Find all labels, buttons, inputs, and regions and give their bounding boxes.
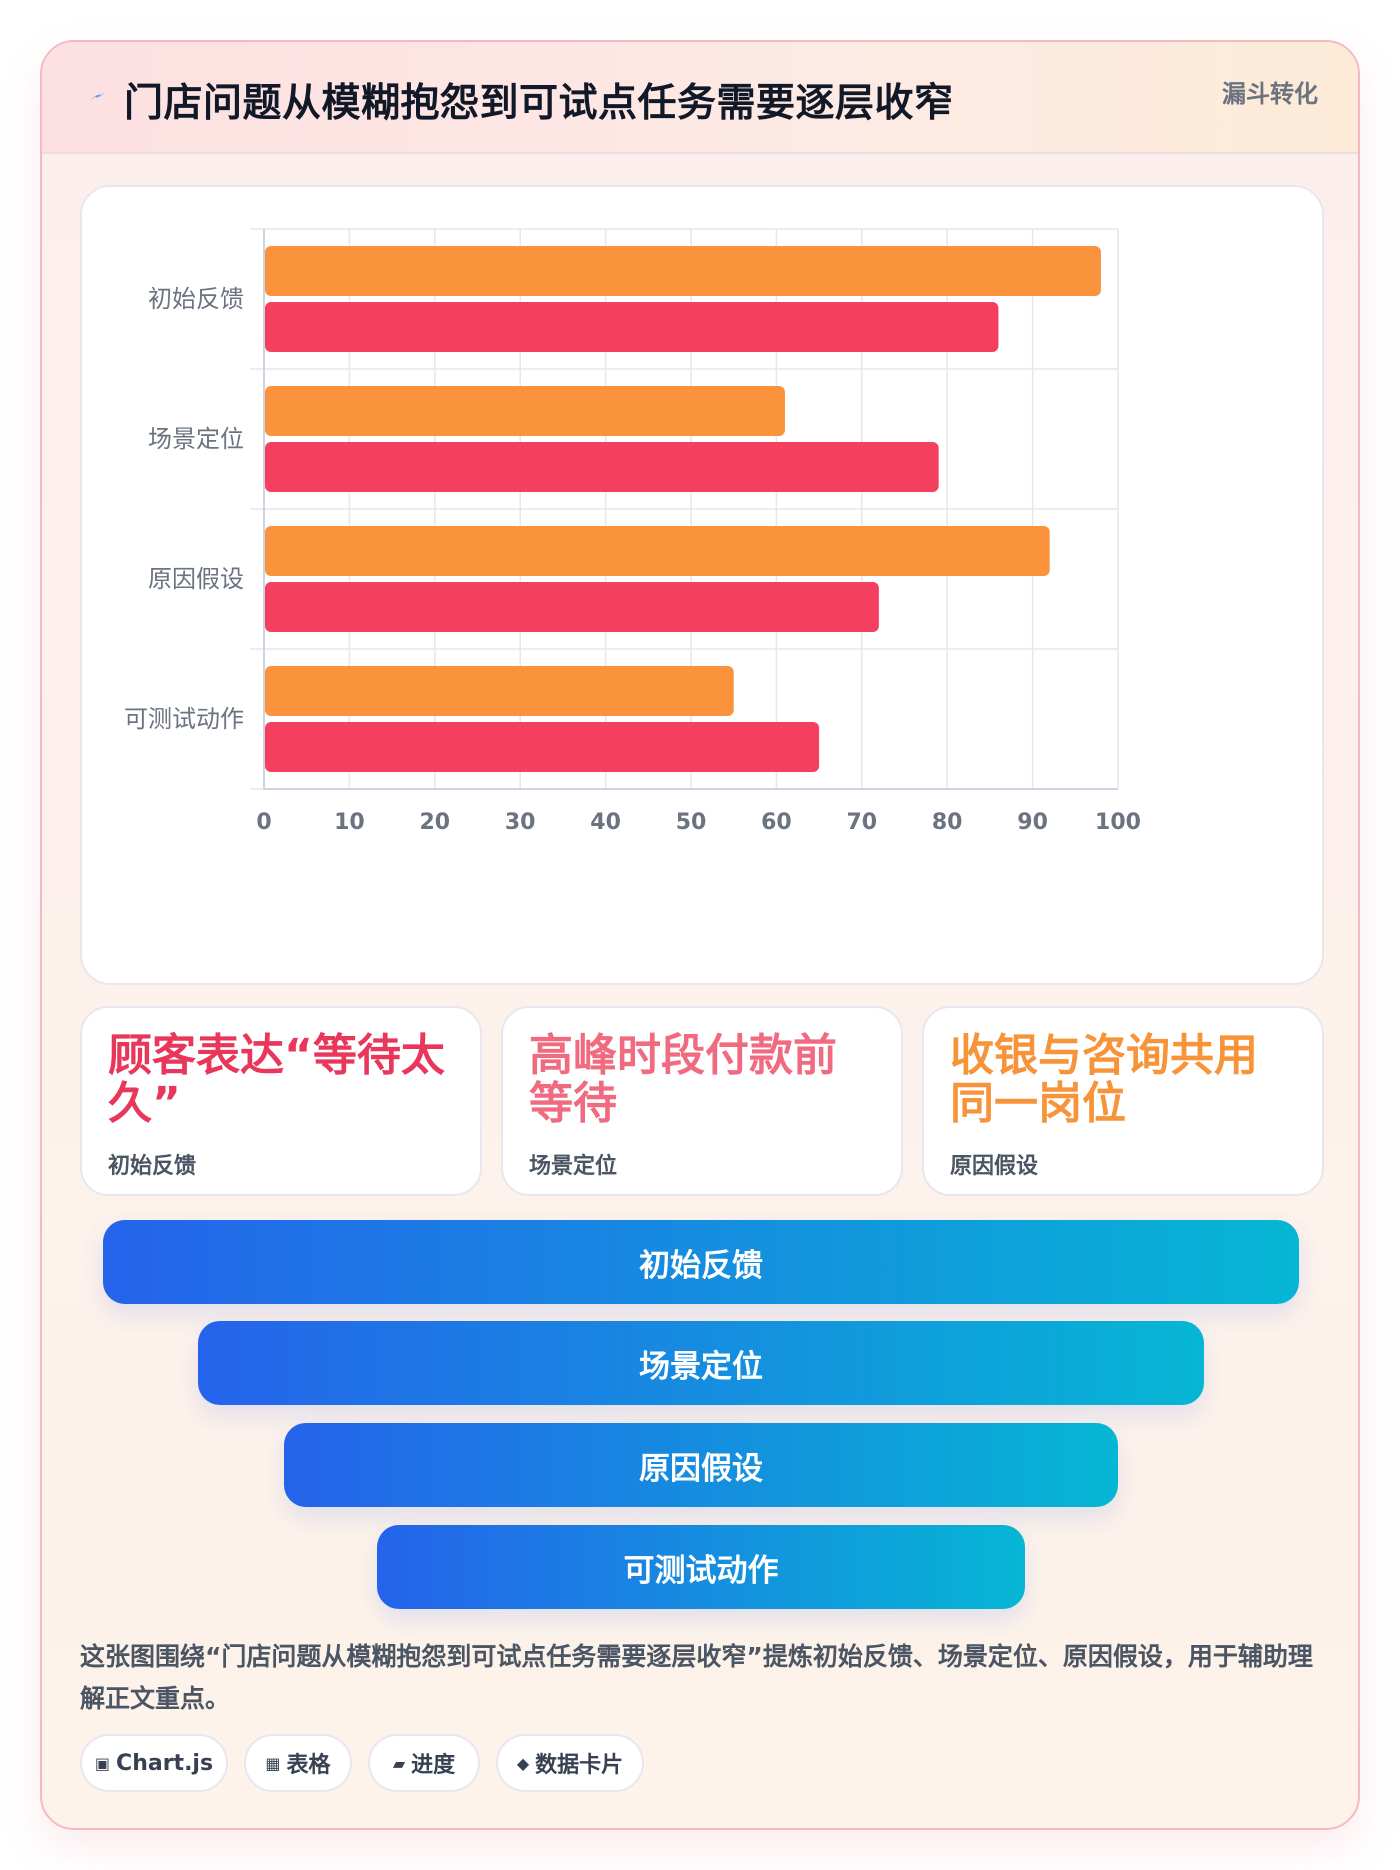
data-card: 高峰时段付款前等待 场景定位 [501,1006,903,1196]
data-card: 收银与咨询共用同一岗位 原因假设 [922,1006,1324,1196]
lightning-icon [90,92,106,100]
diamond-icon: ◆ [516,1753,530,1773]
funnel-stage: 初始反馈 [103,1220,1299,1304]
chip-chartjs[interactable]: ▣ Chart.js [80,1734,228,1792]
bar [265,582,879,632]
bar [265,386,785,436]
chip-label: 表格 [286,1753,331,1778]
funnel: 初始反馈 场景定位 原因假设 可测试动作 [42,1220,1358,1620]
funnel-stage: 可测试动作 [377,1525,1025,1609]
x-tick-label: 60 [761,810,792,835]
page-title: 门店问题从模糊抱怨到可试点任务需要逐层收窄 [124,81,954,126]
table-icon: ▦ [265,1753,281,1773]
header-tag: 漏斗转化 [1222,80,1318,108]
x-tick-label: 80 [932,810,963,835]
data-cards: 顾客表达“等待太久” 初始反馈 高峰时段付款前等待 场景定位 收银与咨询共用同一… [80,1006,1324,1196]
chip-label: Chart.js [116,1750,214,1776]
card-sub: 场景定位 [529,1154,618,1179]
y-tick-label: 场景定位 [148,425,244,453]
funnel-stage: 原因假设 [284,1423,1118,1507]
x-tick-label: 100 [1095,810,1141,835]
chip-label: 数据卡片 [535,1753,624,1778]
x-tick-label: 0 [256,810,271,835]
y-tick-label: 原因假设 [148,565,244,593]
card-headline: 顾客表达“等待太久” [108,1030,445,1129]
progress-icon: ▰ [392,1753,406,1773]
x-tick-label: 50 [676,810,707,835]
bar [265,246,1101,296]
card-headline: 高峰时段付款前等待 [529,1030,837,1129]
chip-label: 进度 [411,1753,456,1778]
y-tick-label: 可测试动作 [124,705,244,733]
funnel-stage: 场景定位 [198,1321,1204,1405]
data-card: 顾客表达“等待太久” 初始反馈 [80,1006,482,1196]
bar [265,666,734,716]
chart-icon: ▣ [94,1753,111,1773]
bar [265,526,1050,576]
bar [265,302,999,352]
x-tick-label: 70 [846,810,877,835]
x-tick-label: 40 [590,810,621,835]
bar [265,442,939,492]
x-tick-label: 10 [334,810,365,835]
card-headline: 收银与咨询共用同一岗位 [950,1030,1258,1129]
card-header: 门店问题从模糊抱怨到可试点任务需要逐层收窄 漏斗转化 [42,42,1358,154]
main-card: 门店问题从模糊抱怨到可试点任务需要逐层收窄 漏斗转化 0 10 20 30 40 50 60… [40,40,1360,1830]
y-tick-label: 初始反馈 [148,285,244,313]
chip-table[interactable]: ▦ 表格 [244,1734,352,1792]
card-sub: 初始反馈 [108,1154,197,1179]
bar [265,722,820,772]
chip-progress[interactable]: ▰ 进度 [368,1734,480,1792]
chart-panel: 0 10 20 30 40 50 60 70 80 90 100 初始反馈场景定位原因假设可测试动作 [80,185,1324,985]
caption: 这张图围绕“门店问题从模糊抱怨到可试点任务需要逐层收窄”提炼初始反馈、场景定位、… [80,1642,1313,1713]
x-tick-label: 30 [505,810,536,835]
card-sub: 原因假设 [950,1154,1039,1179]
x-tick-label: 20 [419,810,450,835]
chip-data-card[interactable]: ◆ 数据卡片 [496,1734,644,1792]
x-tick-label: 90 [1017,810,1048,835]
